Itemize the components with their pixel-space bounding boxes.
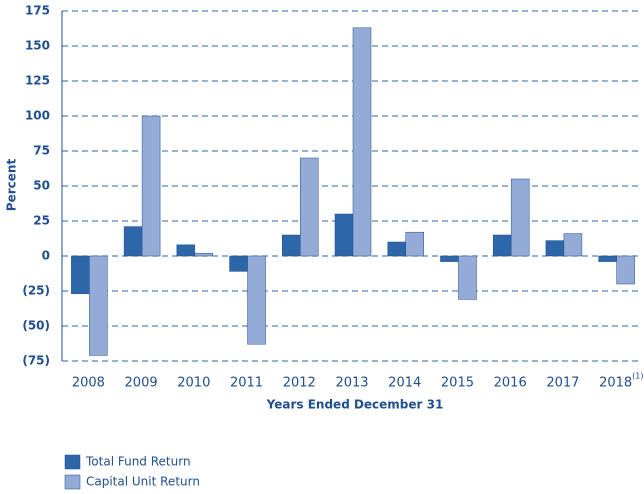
x-tick-label: 2011	[230, 376, 263, 391]
bar	[563, 233, 583, 257]
footnote-marker: (1)	[632, 372, 643, 381]
x-tick-label: 2010	[177, 376, 210, 391]
bar	[492, 234, 512, 257]
bar	[247, 255, 266, 345]
y-tick-label: 125	[25, 74, 50, 88]
legend-label: Capital Unit Return	[86, 475, 200, 489]
bar	[387, 241, 406, 257]
bar	[510, 178, 530, 257]
y-tick-label: 75	[33, 144, 50, 158]
bar	[616, 255, 635, 285]
y-tick-label: 25	[33, 214, 50, 228]
y-tick-label: 50	[33, 179, 50, 193]
legend-swatch	[64, 454, 81, 470]
x-tick-label: 2015	[441, 376, 474, 391]
x-tick-label: 2014	[388, 376, 421, 391]
x-tick-label: 2013	[335, 376, 368, 391]
legend-label: Total Fund Return	[85, 455, 191, 469]
y-axis-label: Percent	[5, 159, 19, 212]
bar	[176, 244, 196, 257]
bar	[282, 234, 301, 257]
x-tick-label: 2018	[599, 376, 632, 391]
bar	[71, 255, 90, 295]
y-tick-label: (25)	[22, 284, 50, 298]
x-tick-label: 2016	[494, 376, 527, 391]
y-tick-label: (75)	[22, 354, 50, 368]
bar	[352, 27, 372, 257]
y-tick-label: (50)	[22, 319, 50, 333]
bar	[440, 255, 459, 262]
y-tick-label: 0	[42, 249, 50, 263]
x-tick-label: 2008	[72, 376, 105, 391]
legend-swatch	[64, 474, 81, 490]
y-tick-label: 150	[25, 39, 50, 53]
bar	[123, 226, 143, 257]
bar	[458, 255, 477, 300]
y-tick-label: 175	[25, 4, 50, 18]
bar	[300, 157, 319, 257]
bar	[141, 115, 161, 257]
bar	[334, 213, 354, 257]
bar	[598, 255, 617, 262]
x-tick-label: 2017	[546, 376, 579, 391]
bar	[229, 255, 248, 272]
bar	[405, 231, 424, 257]
x-tick-label: 2009	[125, 376, 158, 391]
x-axis-label: Years Ended December 31	[266, 398, 444, 412]
bar	[89, 255, 108, 356]
y-tick-label: 100	[25, 109, 50, 123]
x-tick-label: 2012	[283, 376, 316, 391]
bar	[194, 252, 214, 257]
bar	[545, 240, 565, 257]
